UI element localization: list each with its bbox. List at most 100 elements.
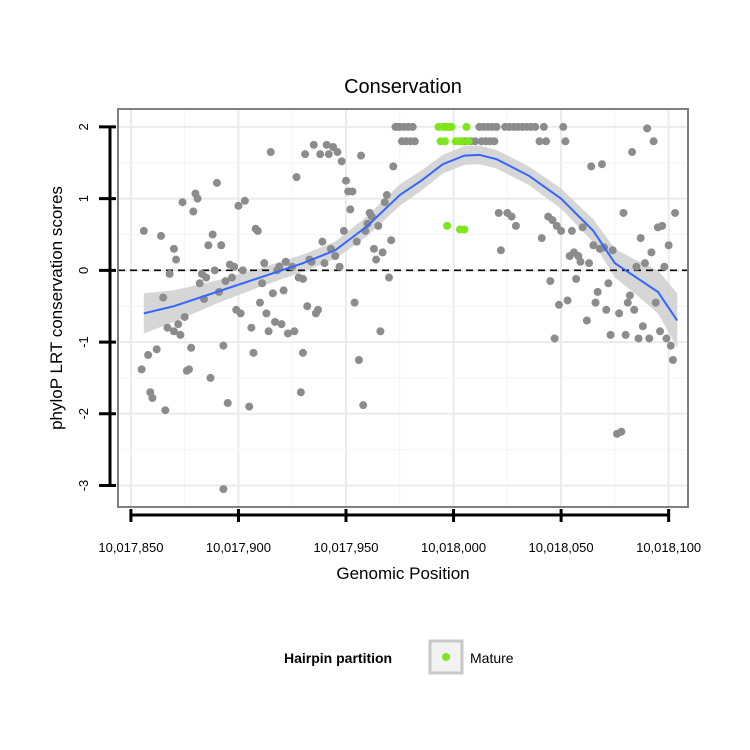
conservation-point xyxy=(507,212,516,221)
conservation-point xyxy=(591,298,600,307)
conservation-point xyxy=(279,286,288,295)
x-axis: 10,017,850 10,017,900 10,017,950 10,018,000… xyxy=(98,509,701,555)
conservation-point xyxy=(548,216,557,225)
conservation-point xyxy=(346,205,355,214)
conservation-point xyxy=(634,334,643,343)
conservation-point xyxy=(363,219,372,228)
conservation-point xyxy=(348,187,357,196)
conservation-point xyxy=(296,388,305,397)
conservation-point xyxy=(589,241,598,250)
conservation-point xyxy=(531,122,540,131)
conservation-point xyxy=(262,309,271,318)
conservation-point xyxy=(608,246,617,255)
conservation-point xyxy=(378,248,387,257)
conservation-point xyxy=(651,298,660,307)
conservation-point xyxy=(249,348,258,357)
conservation-point xyxy=(144,350,153,359)
conservation-point xyxy=(557,226,566,235)
confidence-band xyxy=(143,145,678,348)
conservation-point xyxy=(382,191,391,200)
mature-point xyxy=(464,137,473,146)
legend-label-mature: Mature xyxy=(470,650,514,666)
conservation-point xyxy=(148,393,157,402)
conservation-point xyxy=(666,341,675,350)
x-tick-label: 10,018,050 xyxy=(529,540,594,555)
conservation-point xyxy=(582,316,591,325)
conservation-point xyxy=(165,269,174,278)
conservation-point xyxy=(247,323,256,332)
conservation-point xyxy=(157,231,166,240)
conservation-point xyxy=(333,148,342,157)
conservation-point xyxy=(184,365,193,374)
conservation-point xyxy=(172,255,181,264)
conservation-point xyxy=(649,137,658,146)
conservation-point xyxy=(354,355,363,364)
conservation-point xyxy=(180,312,189,321)
conservation-point xyxy=(658,221,667,230)
conservation-point xyxy=(266,148,275,157)
conservation-point xyxy=(283,329,292,338)
confidence-band-area xyxy=(143,145,678,348)
conservation-point xyxy=(664,241,673,250)
mature-point xyxy=(447,122,456,131)
conservation-point xyxy=(234,201,243,210)
conservation-point xyxy=(604,279,613,288)
conservation-point xyxy=(550,334,559,343)
legend-mature-marker xyxy=(442,653,450,661)
conservation-point xyxy=(496,246,505,255)
conservation-point xyxy=(139,226,148,235)
conservation-point xyxy=(660,262,669,271)
conservation-point xyxy=(587,162,596,171)
conservation-point xyxy=(643,124,652,133)
conservation-point xyxy=(268,289,277,298)
smooth-fit-line xyxy=(143,153,679,322)
mature-point xyxy=(440,137,449,146)
conservation-point xyxy=(208,230,217,239)
conservation-point xyxy=(335,262,344,271)
conservation-point xyxy=(169,244,178,253)
conservation-point xyxy=(668,355,677,364)
y-tick-label: 1 xyxy=(76,195,91,202)
conservation-point xyxy=(255,298,264,307)
conservation-point xyxy=(277,320,286,329)
conservation-point xyxy=(169,327,178,336)
conservation-point xyxy=(217,241,226,250)
conservation-point xyxy=(240,196,249,205)
conservation-point xyxy=(161,406,170,415)
conservation-point xyxy=(554,300,563,309)
conservation-point xyxy=(137,365,146,374)
conservation-point xyxy=(636,234,645,243)
y-tick-label: -3 xyxy=(76,480,91,492)
conservation-point xyxy=(230,262,239,271)
conservation-point xyxy=(625,291,634,300)
conservation-point xyxy=(318,237,327,246)
conservation-point xyxy=(619,208,628,217)
conservation-point xyxy=(572,274,581,283)
y-tick-label: 2 xyxy=(76,123,91,130)
conservation-point xyxy=(174,320,183,329)
conservation-point xyxy=(597,160,606,169)
conservation-point xyxy=(656,327,665,336)
y-axis-label: phyloP LRT conservation scores xyxy=(47,186,66,430)
conservation-point xyxy=(301,150,310,159)
scatter-points xyxy=(137,122,680,494)
conservation-point xyxy=(539,122,548,131)
conservation-point xyxy=(623,298,632,307)
conservation-point xyxy=(316,150,325,159)
conservation-point xyxy=(292,173,301,182)
conservation-point xyxy=(615,309,624,318)
conservation-point xyxy=(490,137,499,146)
plot-frame xyxy=(117,108,689,508)
conservation-point xyxy=(567,226,576,235)
conservation-point xyxy=(178,198,187,207)
conservation-point xyxy=(309,140,318,149)
conservation-point xyxy=(387,236,396,245)
legend: Hairpin partition Mature xyxy=(284,639,514,675)
conservation-point xyxy=(632,262,641,271)
chart-title: Conservation xyxy=(344,76,462,98)
conservation-point xyxy=(593,287,602,296)
conservation-point xyxy=(357,151,366,160)
conservation-point xyxy=(303,302,312,311)
conservation-point xyxy=(253,226,262,235)
